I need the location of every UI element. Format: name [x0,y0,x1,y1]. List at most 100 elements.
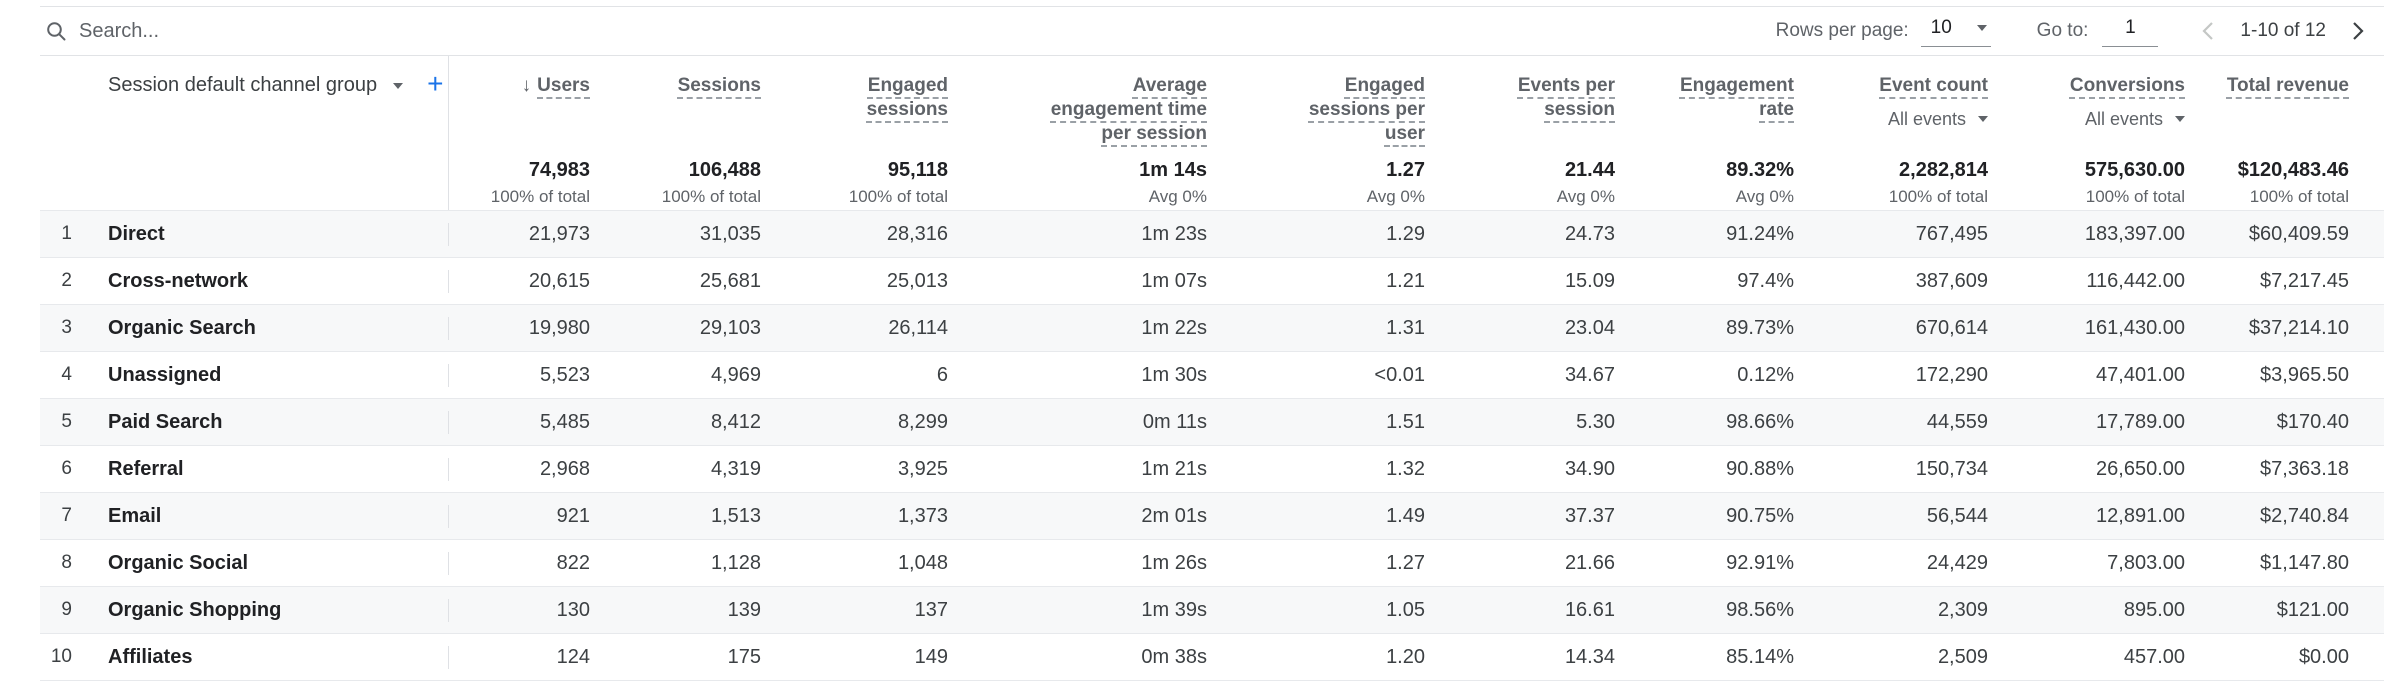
channel-name: Email [72,504,449,528]
row-number: 9 [61,599,72,620]
metric-cell: 1,513 [710,504,761,527]
metric-cell: <0.01 [1374,363,1425,386]
table-row: 4 Unassigned 5,523 4,969 6 1m 30s <0.01 … [40,351,2384,398]
event-count-filter-select[interactable]: All events [1888,107,1988,131]
rows-per-page-select[interactable]: 10 [1920,15,1991,47]
column-header-sessions[interactable]: Sessions [677,75,761,96]
column-header-engagement-rate[interactable]: Engagement rate [1679,75,1794,120]
metric-cell: $37,214.10 [2248,316,2349,339]
metric-cell: 98.66% [1726,410,1794,433]
totals-row-number-cell [40,149,72,210]
metric-cell: 0m 38s [1141,645,1207,668]
channel-name: Affiliates [72,645,449,669]
table-row: 9 Organic Shopping 130 139 137 1m 39s 1.… [40,586,2384,633]
metric-cell: 5.30 [1576,410,1615,433]
metric-cell: 91.24% [1726,222,1794,245]
metric-cell: 4,319 [710,457,761,480]
metric-cell: 23.04 [1564,316,1615,339]
column-header-engaged-sessions[interactable]: Engaged sessions [866,75,948,120]
column-header-events-per-session[interactable]: Events per session [1517,75,1615,120]
metric-cell: 24.73 [1564,222,1615,245]
metric-cell: 5,485 [539,410,590,433]
table-row: 1 Direct 21,973 31,035 28,316 1m 23s 1.2… [40,210,2384,257]
metric-cell: 8,299 [897,410,948,433]
metric-cell: 1.27 [1386,551,1425,574]
column-header-conversions[interactable]: Conversions All events [2069,75,2185,131]
metric-cell: 2,968 [539,457,590,480]
metric-cell: 14.34 [1564,645,1615,668]
column-header-users[interactable]: ↓ Users [521,75,590,96]
go-to-page-input[interactable] [2102,15,2159,47]
metric-cell: 6 [936,363,948,386]
go-to-label: Go to: [2036,20,2089,41]
total-cell: 106,488 100% of total [661,159,761,206]
channel-name: Direct [72,222,449,246]
add-dimension-button[interactable]: + [427,68,444,99]
metric-cell: 47,401.00 [2096,363,2185,386]
metric-cell: 1m 30s [1141,363,1207,386]
metric-cell: 172,290 [1915,363,1988,386]
dimension-selector[interactable]: Session default channel group [108,74,404,97]
table-header-row: Session default channel group + ↓ Users S… [40,56,2384,149]
metric-cell: 5,523 [539,363,590,386]
metric-cell: 0.12% [1737,363,1794,386]
row-number: 10 [50,646,72,667]
metric-cell: 8,412 [710,410,761,433]
metric-cell: $3,965.50 [2260,363,2349,386]
total-cell: 89.32% Avg 0% [1726,159,1794,206]
metric-cell: 116,442.00 [2086,269,2185,292]
column-header-avg-engagement-time[interactable]: Average engagement time per session [1050,75,1207,144]
next-page-button[interactable] [2344,18,2370,44]
total-cell: $120,483.46 100% of total [2237,159,2349,206]
column-header-total-revenue[interactable]: Total revenue [2226,75,2349,96]
metric-cell: 1m 23s [1141,222,1207,245]
metric-cell: 175 [727,645,761,668]
metric-cell: 19,980 [528,316,590,339]
search-box[interactable] [44,18,701,44]
metric-cell: 25,013 [886,269,948,292]
metric-cell: 457.00 [2123,645,2185,668]
metric-cell: 1m 39s [1141,598,1207,621]
metric-cell: 1.31 [1386,316,1425,339]
metric-cell: 7,803.00 [2107,551,2185,574]
search-input[interactable] [77,18,701,44]
dimension-header-cell: Session default channel group + [72,56,449,149]
total-cell: 1.27 Avg 0% [1366,159,1425,206]
metric-cell: $2,740.84 [2260,504,2349,527]
channel-name: Referral [72,457,449,481]
previous-page-button[interactable] [2196,18,2222,44]
metric-cell: 2,309 [1937,598,1988,621]
metric-cell: 139 [727,598,761,621]
search-icon [47,22,66,41]
metric-cell: 97.4% [1737,269,1794,292]
metric-cell: 26,650.00 [2096,457,2185,480]
total-cell: 95,118 100% of total [848,159,948,206]
column-header-engaged-sessions-per-user[interactable]: Engaged sessions per user [1308,75,1425,144]
table-row: 5 Paid Search 5,485 8,412 8,299 0m 11s 1… [40,398,2384,445]
metric-cell: 29,103 [699,316,761,339]
conversions-filter-select[interactable]: All events [2085,107,2185,131]
channel-name: Organic Social [72,551,449,575]
column-header-event-count[interactable]: Event count All events [1879,75,1988,131]
table-row: 7 Email 921 1,513 1,373 2m 01s 1.49 37.3… [40,492,2384,539]
row-number: 8 [61,552,72,573]
metric-cell: 31,035 [699,222,761,245]
metric-cell: $7,363.18 [2260,457,2349,480]
metric-cell: 90.75% [1726,504,1794,527]
metric-cell: 387,609 [1915,269,1988,292]
metric-cell: 4,969 [710,363,761,386]
metric-cell: 137 [914,598,948,621]
metric-cell: 1.20 [1386,645,1425,668]
rows-per-page-label: Rows per page: [1775,20,1909,41]
metric-cell: 34.67 [1564,363,1615,386]
metric-cell: 1.32 [1386,457,1425,480]
metric-cell: 21.66 [1564,551,1615,574]
metric-cell: 1,048 [897,551,948,574]
table-row: 8 Organic Social 822 1,128 1,048 1m 26s … [40,539,2384,586]
table-row: 3 Organic Search 19,980 29,103 26,114 1m… [40,304,2384,351]
metric-cell: $0.00 [2298,645,2349,668]
totals-dimension-cell [72,149,449,210]
metric-cell: 16.61 [1564,598,1615,621]
channel-name: Organic Shopping [72,598,449,622]
metric-cell: 895.00 [2123,598,2185,621]
